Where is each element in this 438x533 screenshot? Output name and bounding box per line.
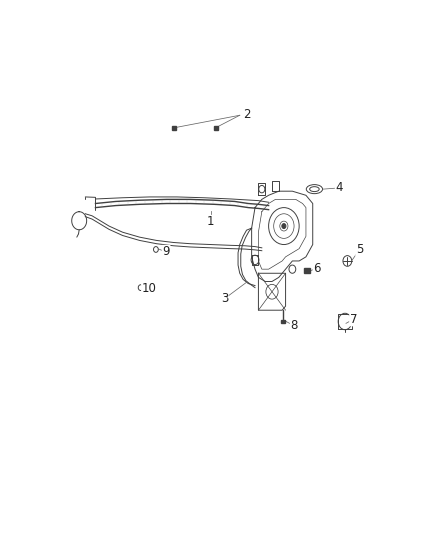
Text: 6: 6 xyxy=(314,262,321,275)
Text: 5: 5 xyxy=(356,243,363,256)
Circle shape xyxy=(282,224,286,229)
Text: 1: 1 xyxy=(207,215,215,229)
Text: 3: 3 xyxy=(221,292,228,305)
Bar xyxy=(304,268,310,273)
Text: 7: 7 xyxy=(350,313,357,326)
Bar xyxy=(214,126,218,130)
Text: 8: 8 xyxy=(290,319,298,332)
Bar xyxy=(172,126,176,130)
Text: 9: 9 xyxy=(162,245,170,259)
Bar xyxy=(281,320,285,322)
Text: 10: 10 xyxy=(141,282,156,295)
Text: 4: 4 xyxy=(336,181,343,195)
Text: 2: 2 xyxy=(243,108,250,120)
